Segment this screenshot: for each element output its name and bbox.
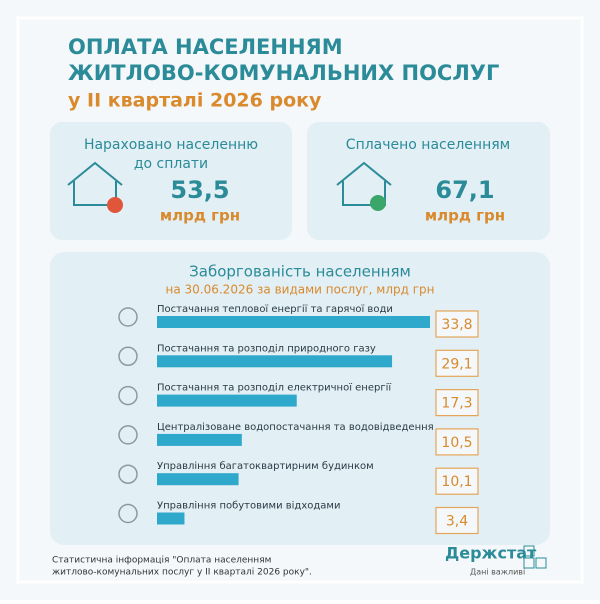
value-box xyxy=(435,467,479,495)
category-icon xyxy=(118,385,138,406)
title: ЖИТЛОВО-КОМУНАЛЬНИХ ПОСЛУГ xyxy=(68,61,499,85)
category-label: Постачання та розподіл природного газу xyxy=(157,342,376,354)
category-label: Управління побутовими відходами xyxy=(157,500,340,512)
bar xyxy=(157,473,239,486)
value-label: 33,8 xyxy=(441,317,472,333)
value-box xyxy=(435,389,479,417)
footer-note: Статистична інформація "Оплата населення… xyxy=(52,556,271,566)
subtitle: у ІІ кварталі 2026 року xyxy=(68,90,322,112)
footer-note: житлово-комунальних послуг у ІІ кварталі… xyxy=(52,568,312,578)
slogan: Дані важливі xyxy=(470,568,525,577)
category-icon xyxy=(118,346,138,367)
bar xyxy=(157,394,297,407)
logo-squares xyxy=(523,545,547,569)
category-label: Постачання теплової енергії та гарячої в… xyxy=(157,303,393,315)
card-label: Нараховано населенню xyxy=(84,137,258,153)
brand: Держстат xyxy=(445,544,537,563)
value-label: 3,4 xyxy=(446,514,468,530)
card-unit: млрд грн xyxy=(160,207,240,225)
card-value: 53,5 xyxy=(170,176,229,204)
chart-title: Заборгованість населенням xyxy=(189,263,411,281)
value-box xyxy=(435,506,479,535)
house-icon xyxy=(67,161,392,206)
title: ОПЛАТА НАСЕЛЕННЯМ xyxy=(68,35,343,59)
bar xyxy=(157,316,430,328)
value-label: 17,3 xyxy=(441,396,472,412)
card-label: до сплати xyxy=(134,156,208,172)
bar xyxy=(157,433,242,446)
chart-subtitle: на 30.06.2026 за видами послуг, млрд грн xyxy=(166,283,435,297)
bar xyxy=(157,512,185,525)
category-label: Управління багатоквартирним будинком xyxy=(157,460,374,472)
category-icon xyxy=(118,503,138,524)
bar xyxy=(157,355,393,368)
card xyxy=(307,122,550,240)
frame xyxy=(16,16,584,584)
value-label: 10,5 xyxy=(441,435,472,451)
alert-icon xyxy=(107,197,123,213)
category-icon xyxy=(118,464,138,484)
value-label: 29,1 xyxy=(441,356,472,372)
category-icon xyxy=(118,425,138,445)
value-box xyxy=(435,310,479,338)
category-icon xyxy=(118,307,138,327)
check-icon xyxy=(370,195,386,211)
card-label: Сплачено населенням xyxy=(346,137,510,153)
category-label: Постачання та розподіл електричної енерг… xyxy=(157,382,391,394)
category-label: Централізоване водопостачання та водовід… xyxy=(157,421,434,433)
card-unit: млрд грн xyxy=(425,207,505,225)
card-value: 67,1 xyxy=(435,176,494,204)
value-label: 10,1 xyxy=(441,474,472,490)
value-box xyxy=(435,349,479,377)
value-box xyxy=(435,428,479,456)
